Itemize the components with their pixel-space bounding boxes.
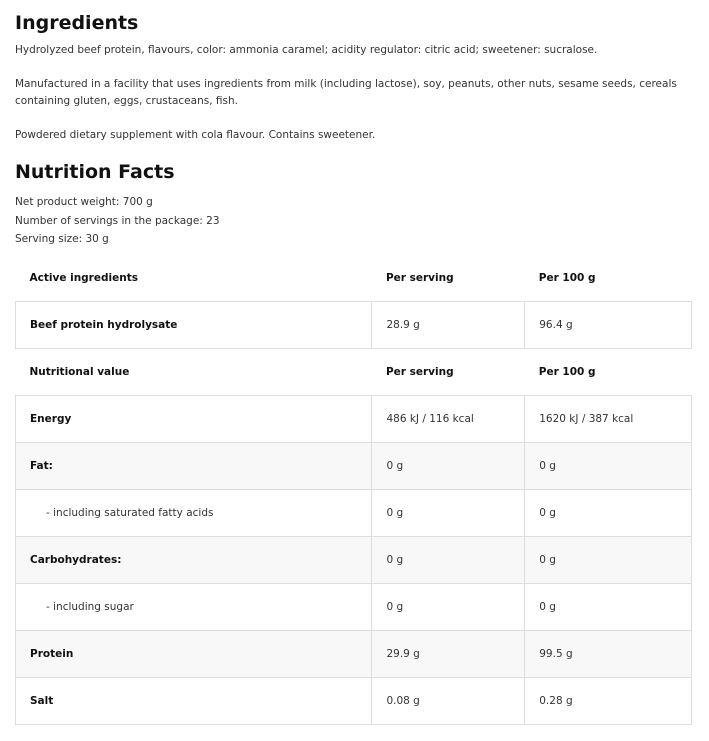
per-serving-cell: 0.08 g [371,676,526,725]
serving-size: Serving size: 30 g [15,233,109,245]
per-100g-cell: Per 100 g [524,348,692,395]
label-cell: Salt [14,676,373,725]
table-row: Salt 0.08 g 0.28 g [14,676,692,725]
table-header-row: Nutritional value Per serving Per 100 g [15,348,692,395]
per-serving-cell: Per serving [371,254,525,301]
per-100g-cell: 96.4 g [524,300,692,349]
label-cell: Fat: [14,441,373,490]
per-100g-cell: 0 g [524,441,692,490]
net-weight: Net product weight: 700 g [15,196,153,208]
per-100g-cell: 0.28 g [524,676,692,725]
allergen-text: Manufactured in a facility that uses ing… [15,78,677,107]
nutrition-table: Active ingredients Per serving Per 100 g Be… [14,254,692,725]
per-serving-cell: 486 kJ / 116 kcal [371,394,526,443]
per-serving-cell: 28.9 g [371,300,526,349]
table-row: Beef protein hydrolysate 28.9 g 96.4 g [14,300,692,349]
per-serving-cell: 0 g [371,441,526,490]
label-cell: Protein [14,629,373,678]
ingredients-heading: Ingredients [15,12,139,34]
table-header-row: Active ingredients Per serving Per 100 g [15,254,692,301]
ingredients-text: Hydrolyzed beef protein, flavours, color… [15,44,598,56]
per-serving-cell: Per serving [371,348,525,395]
nutrition-heading: Nutrition Facts [15,161,175,183]
per-100g-cell: 99.5 g [524,629,692,678]
table-row: Energy 486 kJ / 116 kcal 1620 kJ / 387 kca… [14,394,692,443]
per-100g-cell: 0 g [524,535,692,584]
label-cell: - including sugar [14,582,373,631]
product-description: Powdered dietary supplement with cola fl… [15,129,376,141]
product-info: Net product weight: 700 g Number of serv… [15,193,691,249]
table-row: Protein 29.9 g 99.5 g [14,629,692,678]
label-cell: - including saturated fatty acids [14,488,373,537]
label-cell: Active ingredients [15,254,372,301]
per-serving-cell: 0 g [371,488,526,537]
label-cell: Energy [14,394,373,443]
per-100g-cell: Per 100 g [524,254,692,301]
per-100g-cell: 0 g [524,582,692,631]
label-cell: Beef protein hydrolysate [14,300,373,349]
per-serving-cell: 29.9 g [371,629,526,678]
servings-count: Number of servings in the package: 23 [15,214,220,227]
per-serving-cell: 0 g [371,582,526,631]
per-100g-cell: 1620 kJ / 387 kcal [524,394,692,443]
label-cell: Nutritional value [15,348,372,395]
per-serving-cell: 0 g [371,535,526,584]
per-100g-cell: 0 g [524,488,692,537]
label-cell: Carbohydrates: [14,535,373,584]
